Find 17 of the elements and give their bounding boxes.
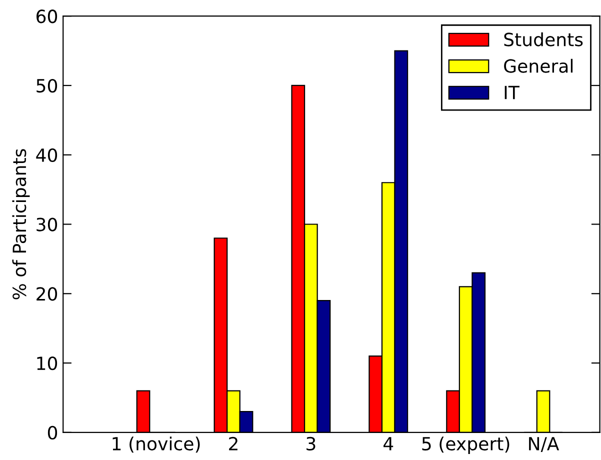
y-tick-label: 30 bbox=[36, 218, 58, 232]
x-tick-label: 2 bbox=[229, 436, 238, 450]
x-tick-label: 3 bbox=[306, 436, 316, 451]
y-tick-label: 50 bbox=[36, 78, 58, 93]
y-tick-label: 10 bbox=[37, 356, 58, 370]
y-tick-label: 60 bbox=[36, 10, 58, 24]
x-tick-label: 5 (expert) bbox=[422, 436, 510, 454]
x-tick-label: 1 (novice) bbox=[112, 436, 200, 453]
legend-label: General bbox=[504, 58, 573, 73]
y-tick-label: 20 bbox=[36, 287, 58, 301]
y-tick-label: 0 bbox=[48, 426, 58, 440]
legend-label: IT bbox=[504, 86, 520, 100]
x-tick-label: N/A bbox=[529, 437, 560, 452]
legend-label: Students bbox=[504, 32, 583, 46]
y-axis-title: % of Participants bbox=[12, 149, 30, 300]
x-tick-label: 4 bbox=[384, 437, 394, 450]
y-tick-label: 40 bbox=[36, 148, 58, 162]
